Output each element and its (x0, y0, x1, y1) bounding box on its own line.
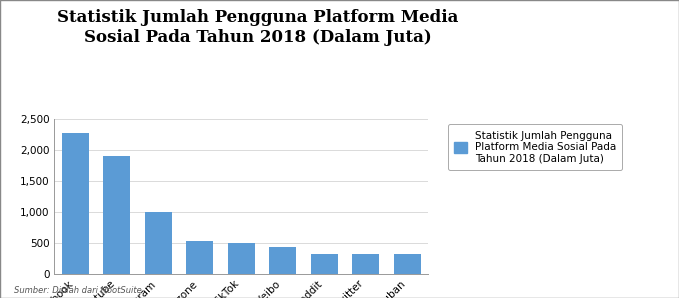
Bar (62, 134, 88, 274)
Text: Statistik Jumlah Pengguna Platform Media
Sosial Pada Tahun 2018 (Dalam Juta): Statistik Jumlah Pengguna Platform Media… (57, 9, 459, 46)
Bar (310, 254, 337, 274)
Text: Sumber: Diolah dari HootSuite: Sumber: Diolah dari HootSuite (14, 286, 141, 295)
Bar (145, 212, 172, 274)
Bar (227, 243, 255, 274)
Bar (103, 156, 130, 274)
Legend: Statistik Jumlah Pengguna
Platform Media Sosial Pada
Tahun 2018 (Dalam Juta): Statistik Jumlah Pengguna Platform Media… (448, 124, 623, 170)
Bar (186, 241, 213, 274)
Bar (269, 246, 296, 274)
Bar (352, 254, 379, 274)
Bar (394, 254, 420, 274)
